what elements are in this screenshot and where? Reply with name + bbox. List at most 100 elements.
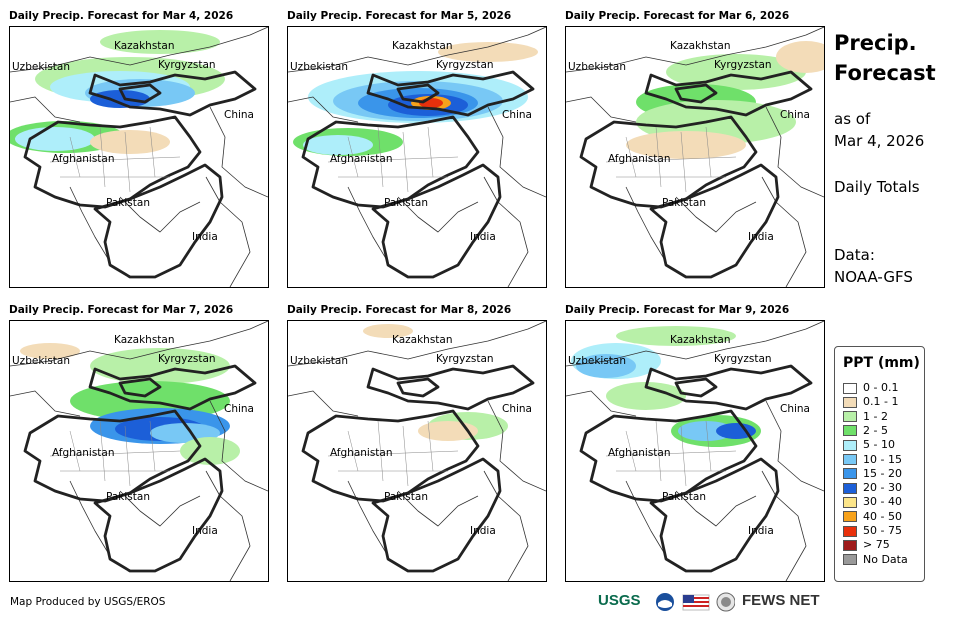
legend-swatch [843,511,857,523]
province-line [69,136,81,178]
precip-area [716,423,756,439]
country-label-afghanistan: Afghanistan [330,153,393,165]
province-line [705,126,712,178]
legend-swatch [843,454,857,465]
legend-swatch [843,411,857,423]
border-line [347,186,389,263]
map-canvas [566,321,824,581]
country-label-kyrgyzstan: Kyrgyzstan [158,59,216,71]
legend-row: 30 - 40 [843,495,902,509]
country-label-afghanistan: Afghanistan [608,447,671,459]
province-line [427,420,434,472]
legend-label: 5 - 10 [863,438,895,452]
precip-area [576,354,636,378]
forecast-map: Kazakhstan Uzbekistan Kyrgyzstan China Afgha… [565,26,825,288]
border-line [205,470,251,581]
state-seal-center [721,597,731,607]
border-line [761,176,807,287]
border-line [10,96,81,123]
border-line [10,27,268,73]
country-label-china: China [502,109,532,121]
country-label-india: India [470,231,496,243]
country-label-india: India [748,525,774,537]
country-outline [93,457,224,573]
precip-area [678,421,734,441]
border-line [209,106,268,198]
us-flag-canton [683,595,694,603]
country-label-kazakhstan: Kazakhstan [114,40,175,52]
country-outline [366,70,535,117]
country-label-kazakhstan: Kazakhstan [392,40,453,52]
precip-area [15,127,95,151]
border-line [566,27,824,73]
country-label-pakistan: Pakistan [106,197,150,209]
legend-row: 5 - 10 [843,438,895,452]
border-line [209,400,268,492]
country-outline [674,377,718,398]
country-label-kyrgyzstan: Kyrgyzstan [714,353,772,365]
legend-row: No Data [843,553,908,567]
legend-row: 1 - 2 [843,410,888,424]
precip-area [100,30,220,54]
legend-label: > 75 [863,538,890,552]
country-outline [88,70,257,117]
panel-title: Daily Precip. Forecast for Mar 8, 2026 [287,304,512,316]
legend-row: 50 - 75 [843,524,902,538]
border-line [10,390,81,417]
data-label: Data: [834,246,875,264]
province-line [427,126,434,178]
precip-area [303,135,373,155]
data-source: NOAA-GFS [834,268,913,286]
map-canvas [10,27,268,287]
legend-label: 30 - 40 [863,495,902,509]
usgs-logo: USGS [598,592,641,609]
province-line [402,425,409,487]
legend-label: 0 - 0.1 [863,381,899,394]
country-outline [23,409,202,503]
legend-label: 0.1 - 1 [863,395,899,409]
country-label-afghanistan: Afghanistan [608,153,671,165]
legend-swatch [843,554,857,566]
fews-net-logo: FEWS NET [742,592,820,609]
country-outline [674,83,718,104]
legend-label: 20 - 30 [863,481,902,495]
country-label-kazakhstan: Kazakhstan [670,334,731,346]
province-line [149,126,156,178]
border-line [69,186,111,263]
border-line [119,490,201,527]
precip-area [180,437,240,465]
legend-label: 50 - 75 [863,524,902,537]
country-outline [366,364,535,411]
daily-totals-label: Daily Totals [834,178,920,196]
province-line [124,425,131,487]
country-outline [371,163,502,279]
panel-title: Daily Precip. Forecast for Mar 6, 2026 [565,10,790,22]
forecast-map: Kazakhstan Uzbekistan Kyrgyzstan China Afgha… [565,320,825,582]
legend-row: 0.1 - 1 [843,395,898,409]
border-line [675,490,757,527]
border-line [10,321,268,367]
country-label-kyrgyzstan: Kyrgyzstan [436,353,494,365]
border-line [566,96,637,123]
precip-area [363,324,413,338]
side-title-line2: Forecast [834,61,936,85]
province-line [69,430,81,472]
country-outline [579,115,758,209]
legend-label: 15 - 20 [863,466,902,480]
province-line [402,131,409,193]
country-outline [301,115,480,209]
country-label-kazakhstan: Kazakhstan [114,334,175,346]
country-label-china: China [780,109,810,121]
legend-label: 10 - 15 [863,452,902,466]
country-label-uzbekistan: Uzbekistan [290,61,348,73]
province-line [347,430,359,472]
country-outline [371,457,502,573]
country-label-china: China [502,403,532,415]
legend-title: PPT (mm) [843,355,920,371]
legend-row: 10 - 15 [843,453,902,467]
side-title: Precip. Forecast [834,28,936,88]
province-line [705,420,712,472]
province-line [680,425,687,487]
precip-area [606,382,686,410]
legend-row: 0 - 0.1 [843,381,898,395]
